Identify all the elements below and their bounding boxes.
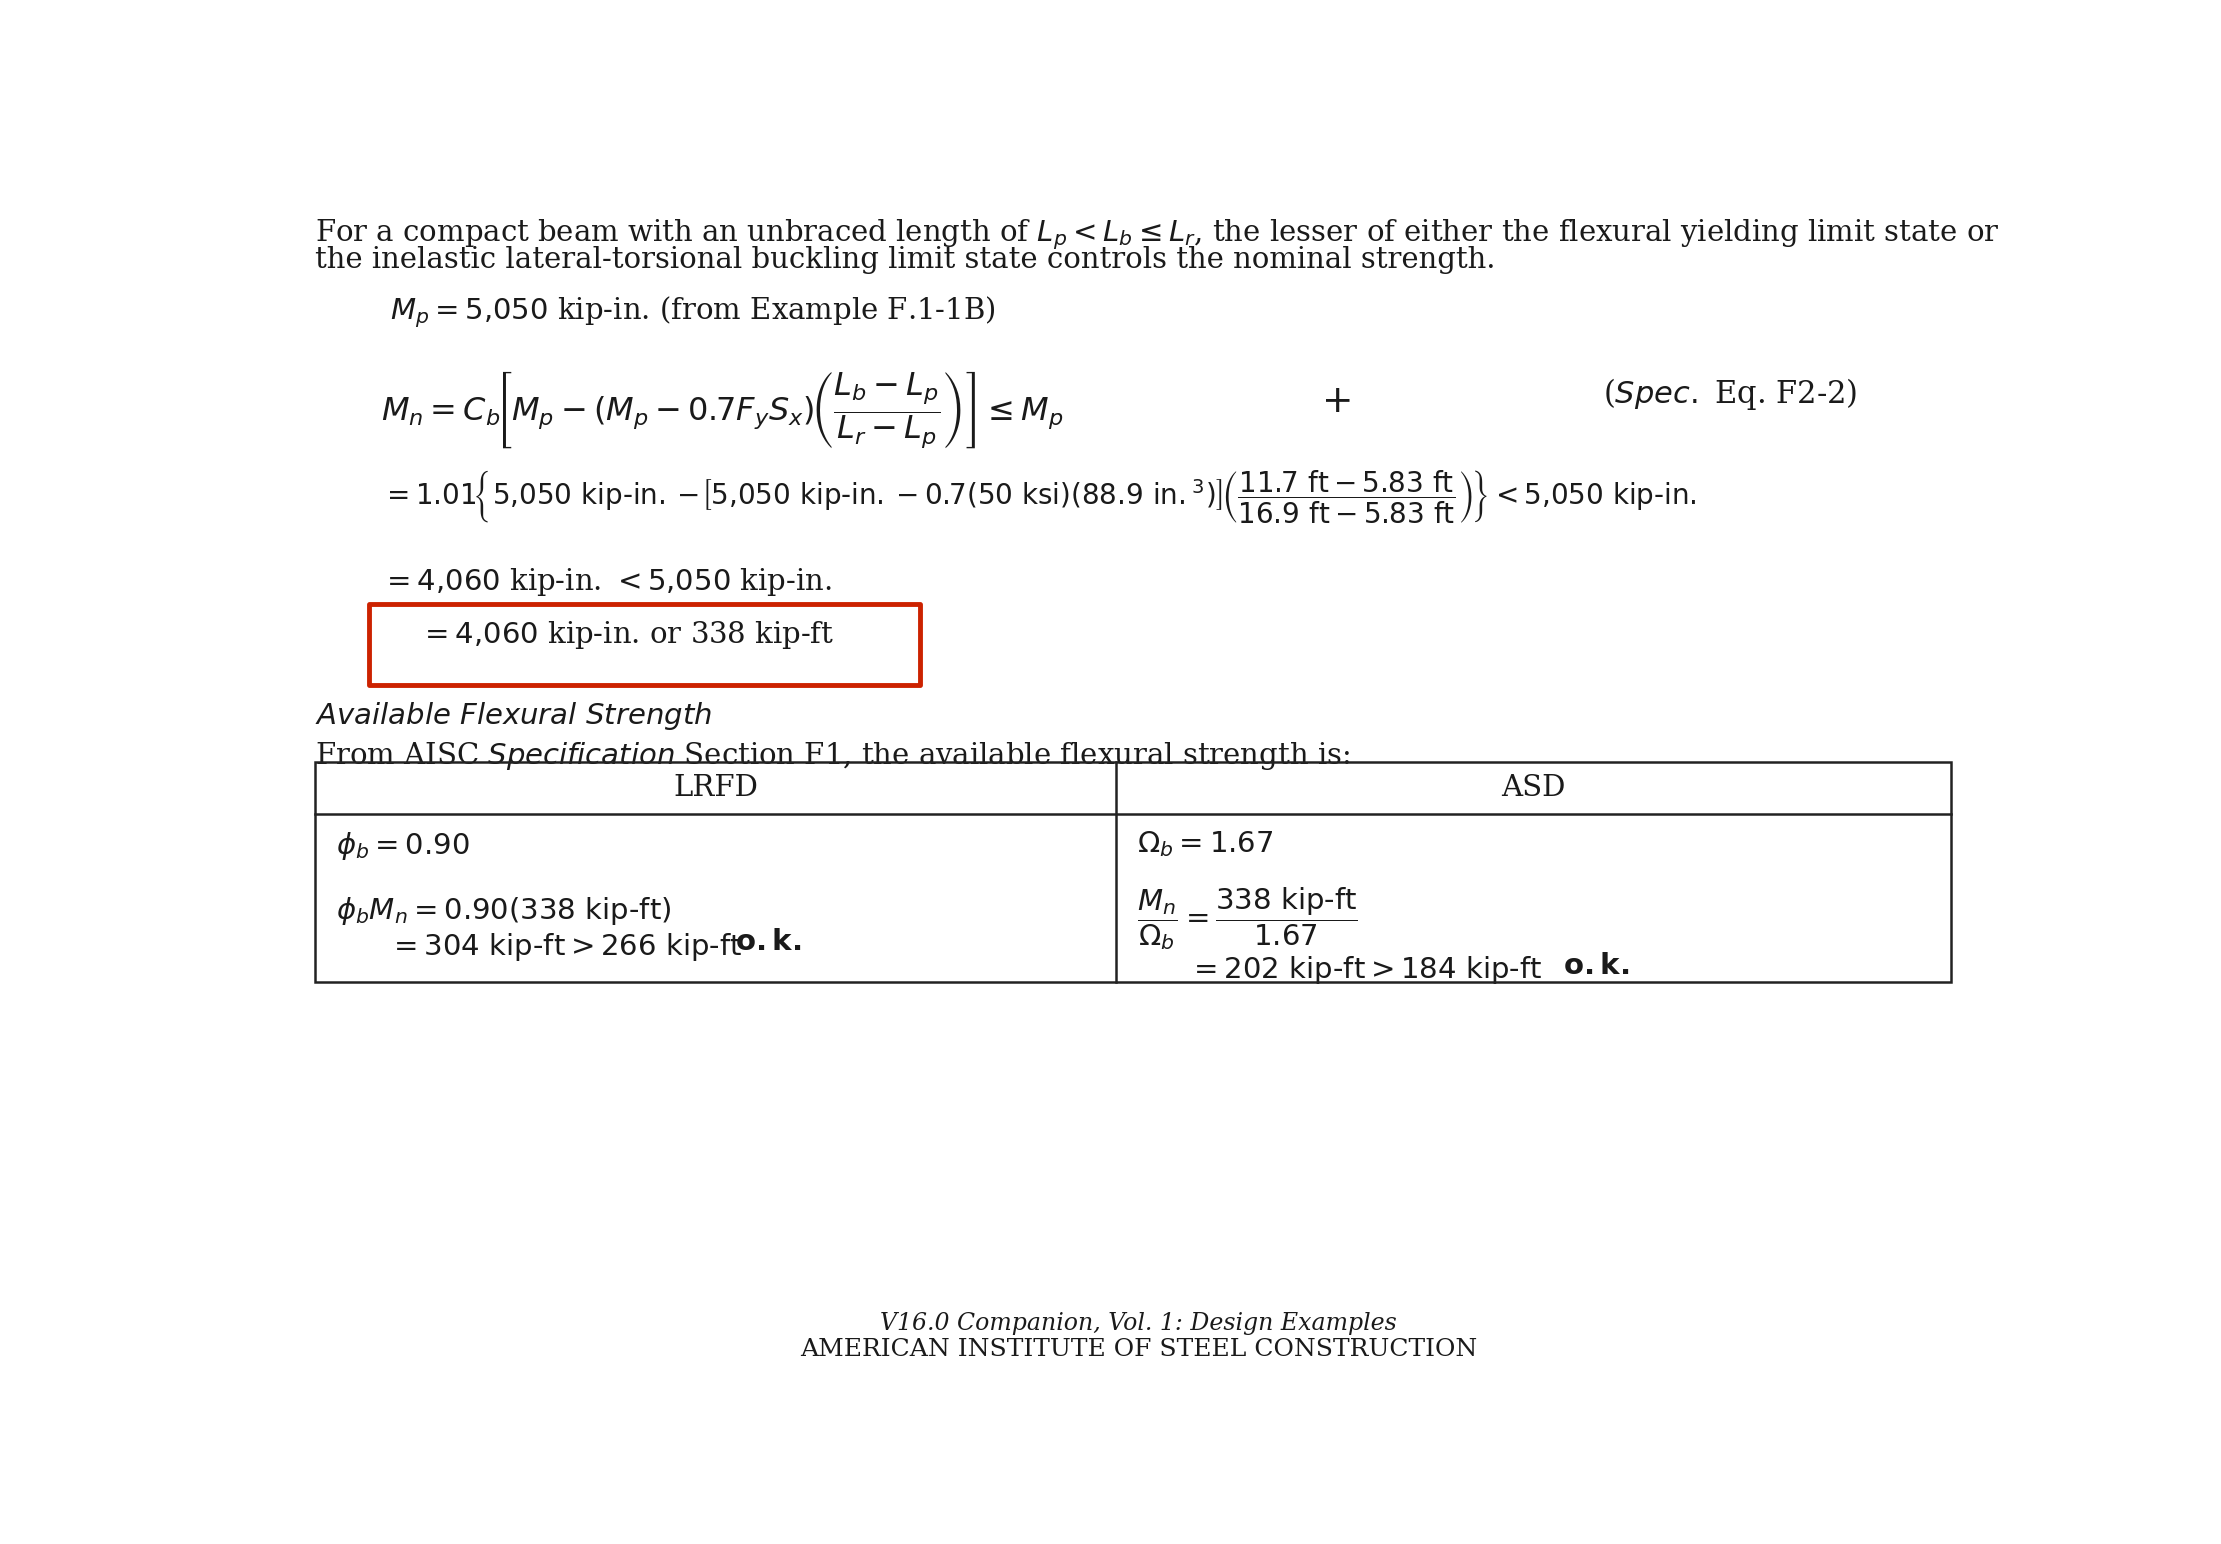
Text: $= 202\ \mathrm{kip\text{-}ft} > 184\ \mathrm{kip\text{-}ft}$: $= 202\ \mathrm{kip\text{-}ft} > 184\ \m… xyxy=(1188,954,1541,987)
Text: ($\mathit{Spec.}$ Eq. F2-2): ($\mathit{Spec.}$ Eq. F2-2) xyxy=(1604,375,1857,412)
Bar xyxy=(315,761,1950,982)
Text: $\phi_b = 0.90$: $\phi_b = 0.90$ xyxy=(335,829,469,862)
Text: AMERICAN INSTITUTE OF STEEL CONSTRUCTION: AMERICAN INSTITUTE OF STEEL CONSTRUCTION xyxy=(800,1339,1477,1362)
Text: For a compact beam with an unbraced length of $L_p < L_b \leq L_r$, the lesser o: For a compact beam with an unbraced leng… xyxy=(315,218,1999,252)
Text: $\mathbf{o.k.}$: $\mathbf{o.k.}$ xyxy=(735,926,802,956)
Text: $\phi_b M_n = 0.90(338\ \mathrm{kip\text{-}ft})$: $\phi_b M_n = 0.90(338\ \mathrm{kip\text… xyxy=(335,896,671,926)
Text: $\Omega_b = 1.67$: $\Omega_b = 1.67$ xyxy=(1137,829,1273,860)
Text: $M_n = C_b\!\left[M_p - (M_p - 0.7F_y S_x)\!\left(\dfrac{L_b - L_p}{L_r - L_p}\r: $M_n = C_b\!\left[M_p - (M_p - 0.7F_y S_… xyxy=(382,369,1064,451)
Text: the inelastic lateral-torsional buckling limit state controls the nominal streng: the inelastic lateral-torsional buckling… xyxy=(315,245,1497,273)
Text: $+$: $+$ xyxy=(1321,384,1350,420)
Text: $= 4{,}060$ kip-in. or 338 kip-ft: $= 4{,}060$ kip-in. or 338 kip-ft xyxy=(420,619,835,652)
Text: $= 1.01\!\left\{5{,}050\ \mathrm{kip\text{-}in.} - \!\left[5{,}050\ \mathrm{kip\: $= 1.01\!\left\{5{,}050\ \mathrm{kip\tex… xyxy=(382,468,1697,525)
Text: V16.0 Companion, Vol. 1: Design Examples: V16.0 Companion, Vol. 1: Design Examples xyxy=(880,1312,1397,1336)
Text: $M_p = 5{,}050$ kip-in. (from Example F.1-1B): $M_p = 5{,}050$ kip-in. (from Example F.… xyxy=(389,295,995,330)
Text: $\dfrac{M_n}{\Omega_b} = \dfrac{338\ \mathrm{kip\text{-}ft}}{1.67}$: $\dfrac{M_n}{\Omega_b} = \dfrac{338\ \ma… xyxy=(1137,886,1357,953)
Text: $= 4{,}060$ kip-in. $< 5{,}050$ kip-in.: $= 4{,}060$ kip-in. $< 5{,}050$ kip-in. xyxy=(382,565,831,598)
Text: LRFD: LRFD xyxy=(673,774,757,801)
Text: From AISC $\mathit{Specification}$ Section F1, the available flexural strength i: From AISC $\mathit{Specification}$ Secti… xyxy=(315,741,1350,772)
Text: $\mathit{Available\ Flexural\ Strength}$: $\mathit{Available\ Flexural\ Strength}$ xyxy=(315,699,713,732)
Text: $= 304\ \mathrm{kip\text{-}ft} > 266\ \mathrm{kip\text{-}ft}$: $= 304\ \mathrm{kip\text{-}ft} > 266\ \m… xyxy=(389,931,742,963)
Text: ASD: ASD xyxy=(1501,774,1566,801)
Text: $\mathbf{o.k.}$: $\mathbf{o.k.}$ xyxy=(1564,951,1630,980)
